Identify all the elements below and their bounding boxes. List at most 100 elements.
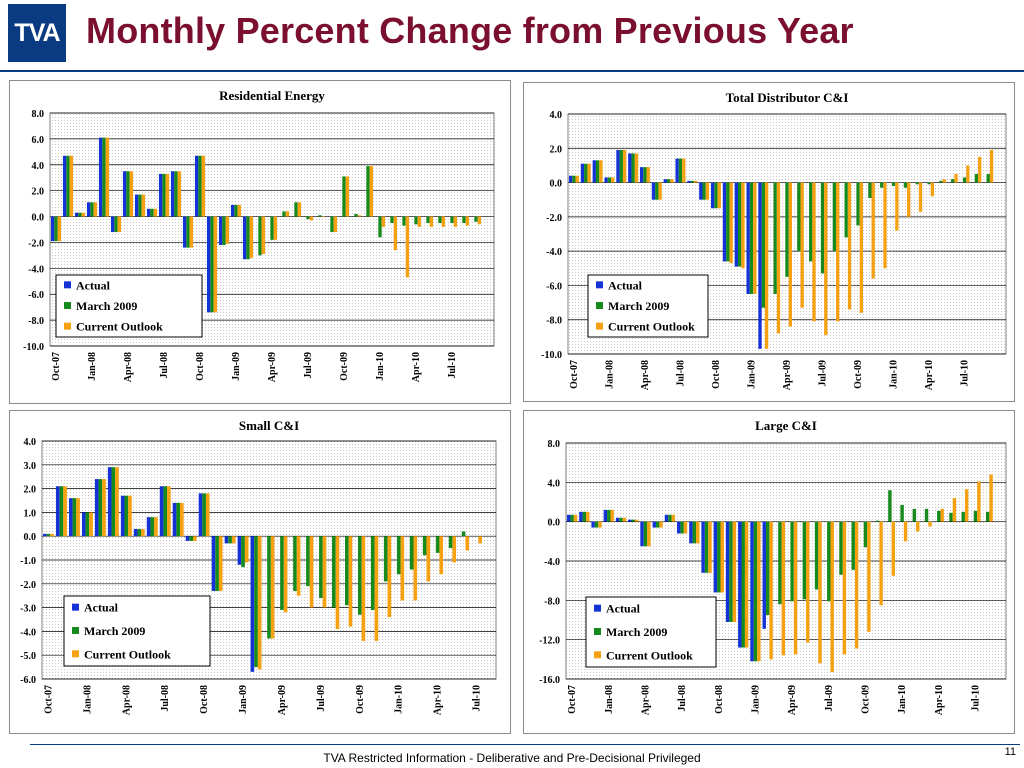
bar-march-2009: [102, 137, 106, 217]
bar-march-2009: [875, 520, 880, 522]
bar-march-2009: [951, 179, 955, 183]
bar-march-2009: [438, 216, 442, 224]
bar-march-2009: [949, 512, 953, 522]
legend-swatch-march-2009: [64, 302, 71, 309]
bar-current-outlook: [646, 167, 650, 183]
chart-large-ci: Large C&I 8.0 4.0 0.0 -4.0 -8.0 -12.0 -16.0 Oct-…: [539, 418, 1007, 715]
bar-march-2009: [390, 216, 394, 224]
bar-actual: [159, 486, 164, 537]
bar-current-outlook: [830, 521, 834, 673]
bar-current-outlook: [952, 498, 957, 522]
bar-current-outlook: [387, 536, 392, 618]
series-current-outlook: [50, 467, 482, 670]
bar-actual: [566, 514, 571, 522]
bar-current-outlook: [374, 536, 379, 641]
bar-current-outlook: [622, 517, 627, 522]
bar-march-2009: [90, 202, 94, 217]
bar-current-outlook: [348, 536, 353, 627]
bar-actual: [604, 177, 608, 183]
y-tick-label: 3.0: [24, 461, 37, 472]
chart-title: Large C&I: [755, 418, 817, 433]
bar-actual: [120, 495, 125, 537]
legend-swatch-current-outlook: [596, 322, 603, 330]
bar-march-2009: [318, 215, 322, 217]
bar-march-2009: [163, 486, 168, 537]
bar-actual: [182, 216, 187, 248]
bar-current-outlook: [757, 521, 761, 662]
bar-march-2009: [241, 536, 245, 568]
bar-current-outlook: [63, 486, 67, 537]
bar-actual: [224, 536, 229, 544]
bar-march-2009: [880, 182, 884, 188]
bar-march-2009: [409, 536, 414, 570]
bar-march-2009: [210, 216, 214, 313]
bar-current-outlook: [180, 502, 184, 537]
x-tick-label: Jul-08: [159, 352, 170, 379]
bar-current-outlook: [309, 536, 314, 608]
bar-actual: [242, 216, 247, 260]
bar-current-outlook: [283, 536, 288, 613]
legend-swatch-current-outlook: [594, 651, 601, 659]
bar-actual: [734, 182, 738, 267]
x-tick-label: Jul-09: [303, 352, 314, 379]
bar-march-2009: [595, 160, 600, 183]
legend-swatch-march-2009: [596, 302, 603, 309]
bar-march-2009: [162, 173, 166, 217]
bar-actual: [615, 517, 620, 522]
bar-current-outlook: [429, 216, 434, 227]
legend-swatch-actual: [594, 604, 601, 612]
legend-label-current-outlook: Current Outlook: [76, 320, 163, 334]
bar-current-outlook: [322, 536, 327, 608]
bar-current-outlook: [683, 521, 688, 534]
bar-march-2009: [802, 521, 807, 600]
x-tick-label: Oct-08: [711, 360, 722, 389]
bar-current-outlook: [930, 182, 935, 197]
bar-march-2009: [844, 182, 848, 238]
bar-march-2009: [176, 502, 181, 537]
x-tick-label: Apr-08: [123, 352, 134, 382]
y-tick-label: -6.0: [546, 281, 562, 292]
bar-march-2009: [912, 508, 917, 522]
bar-march-2009: [655, 521, 660, 528]
bar-current-outlook: [201, 155, 206, 217]
bar-current-outlook: [177, 171, 182, 217]
chart-title: Small C&I: [239, 418, 299, 433]
legend-label-current-outlook: Current Outlook: [606, 648, 693, 662]
bar-actual: [580, 163, 585, 183]
y-tick-label: -10.0: [23, 342, 44, 353]
bar-current-outlook: [115, 467, 119, 537]
bar-march-2009: [78, 212, 82, 217]
bar-march-2009: [749, 182, 754, 294]
series-actual: [568, 150, 762, 349]
bar-current-outlook: [478, 536, 482, 544]
x-tick-label: Jan-08: [604, 685, 615, 714]
bar-current-outlook: [237, 204, 242, 217]
bar-march-2009: [809, 182, 813, 262]
bar-current-outlook: [634, 519, 639, 522]
bar-current-outlook: [426, 536, 431, 582]
y-tick-label: 8.0: [548, 439, 561, 450]
bar-current-outlook: [634, 153, 639, 183]
x-tick-label: Oct-09: [339, 352, 350, 381]
y-tick-label: -8.0: [546, 316, 562, 327]
legend-swatch-march-2009: [72, 627, 79, 634]
bar-current-outlook: [708, 521, 712, 573]
bar-current-outlook: [345, 176, 350, 217]
x-tick-label: Apr-09: [267, 352, 278, 382]
bar-march-2009: [961, 511, 965, 522]
bar-current-outlook: [244, 536, 249, 563]
bar-current-outlook: [729, 182, 733, 264]
bar-current-outlook: [189, 216, 194, 248]
bar-actual: [711, 182, 715, 209]
bar-current-outlook: [128, 495, 132, 537]
bar-march-2009: [765, 521, 770, 616]
bar-actual: [568, 175, 573, 183]
bar-march-2009: [396, 536, 401, 575]
bar-actual: [640, 521, 644, 547]
bar-march-2009: [174, 171, 178, 217]
y-tick-label: -2.0: [546, 213, 562, 224]
bar-current-outlook: [296, 536, 301, 596]
bar-march-2009: [814, 521, 819, 590]
tva-logo: TVA: [8, 4, 66, 62]
bar-current-outlook: [141, 194, 146, 217]
